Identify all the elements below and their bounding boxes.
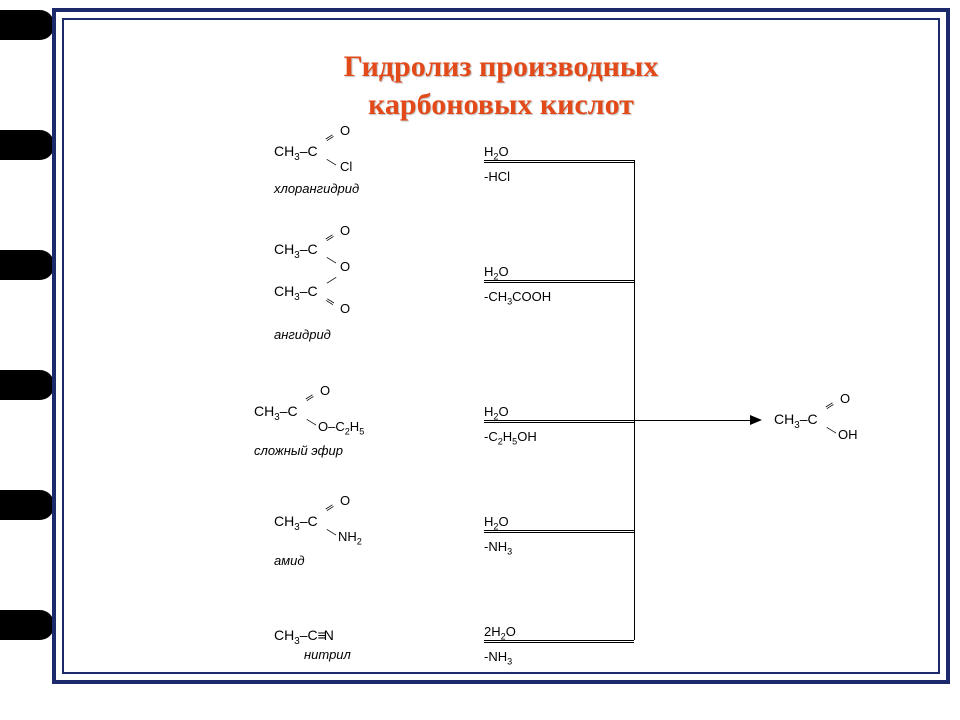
ester-label: сложный эфир [254,443,404,458]
branch-line-3 [484,530,634,531]
anhydride-label: ангидрид [274,327,384,342]
acyl-chloride-formula: CH3–C ═ O — Cl [274,130,384,174]
o-atom: O [340,124,350,138]
reagent-top-2: H2O [484,404,634,419]
acetic-acid-formula: CH3–C ═ O — OH [774,398,884,444]
reagent-line-3 [484,532,634,533]
branch-line-2 [484,420,634,421]
binder-notch [0,370,54,400]
title-line2: карбоновых кислот [368,88,634,121]
title-line1: Гидролиз производных [344,50,659,83]
ester-o-group: O–C2H5 [318,420,364,434]
reactant-anhydride: CH3–C ═ O — O — CH3–C ═ O ангидрид [274,230,384,342]
reagent-line-1 [484,282,634,283]
binder-notch [0,10,54,40]
o-atom: O [340,224,350,238]
reagent-line-2 [484,422,634,423]
nh2-group: NH2 [338,530,362,544]
binder-notch [0,250,54,280]
reagent-block-3: H2O -NH3 [484,514,634,554]
reagent-block-4: 2H2O -NH3 [484,624,634,664]
o-atom: O [320,384,330,398]
ester-formula: CH3–C ═ O — O–C2H5 [254,390,404,436]
reagent-bot-3: -NH3 [484,539,634,554]
reagent-line-4 [484,642,634,643]
reactant-nitrile: CH3–C≡N нитрил [274,628,351,662]
o-atom: O [340,302,350,316]
reagent-bot-1: -CH3COOH [484,289,634,304]
branch-line-4 [484,640,634,641]
product-acetic-acid: CH3–C ═ O — OH [774,398,884,447]
binder-notch [0,130,54,160]
product-arrow-shaft [634,420,752,421]
reagent-block-2: H2O -C2H5OH [484,404,634,444]
binder-notch [0,490,54,520]
reactant-ester: CH3–C ═ O — O–C2H5 сложный эфир [254,390,404,458]
o-atom: O [340,494,350,508]
o-atom: O [840,392,850,406]
branch-line-1 [484,280,634,281]
reagent-block-1: H2O -CH3COOH [484,264,634,304]
reagent-top-4: 2H2O [484,624,634,639]
amide-formula: CH3–C ═ O — NH2 [274,500,394,546]
oh-group: OH [838,428,858,442]
reactant-amide: CH3–C ═ O — NH2 амид [274,500,394,568]
nitrile-label: нитрил [304,647,351,662]
collector-line [634,160,635,640]
reagent-bot-2: -C2H5OH [484,429,634,444]
slide-frame: Гидролиз производных карбоновых кислот C… [52,8,950,684]
cl-atom: Cl [340,160,352,174]
reagent-block-0: H2O -HCl [484,144,634,184]
o-atom-bridge: O [340,260,350,274]
reagent-top-1: H2O [484,264,634,279]
reagent-line-0 [484,162,634,163]
nitrile-formula: CH3–C≡N [274,628,351,643]
anhydride-formula: CH3–C ═ O — O — CH3–C ═ O [274,230,384,320]
reagent-bot-0: -HCl [484,169,634,184]
amide-label: амид [274,553,394,568]
product-arrowhead [750,415,762,425]
acyl-chloride-label: хлорангидрид [274,181,384,196]
slide-title: Гидролиз производных карбоновых кислот [64,48,938,123]
reaction-scheme: CH3–C ═ O — Cl хлорангидрид H2O -HCl CH3… [144,130,944,690]
branch-line-0 [484,160,634,161]
reactant-acyl-chloride: CH3–C ═ O — Cl хлорангидрид [274,130,384,196]
reagent-top-3: H2O [484,514,634,529]
reagent-top-0: H2O [484,144,634,159]
binder-notch [0,610,54,640]
slide-inner-frame: Гидролиз производных карбоновых кислот C… [62,18,940,674]
reagent-bot-4: -NH3 [484,649,634,664]
